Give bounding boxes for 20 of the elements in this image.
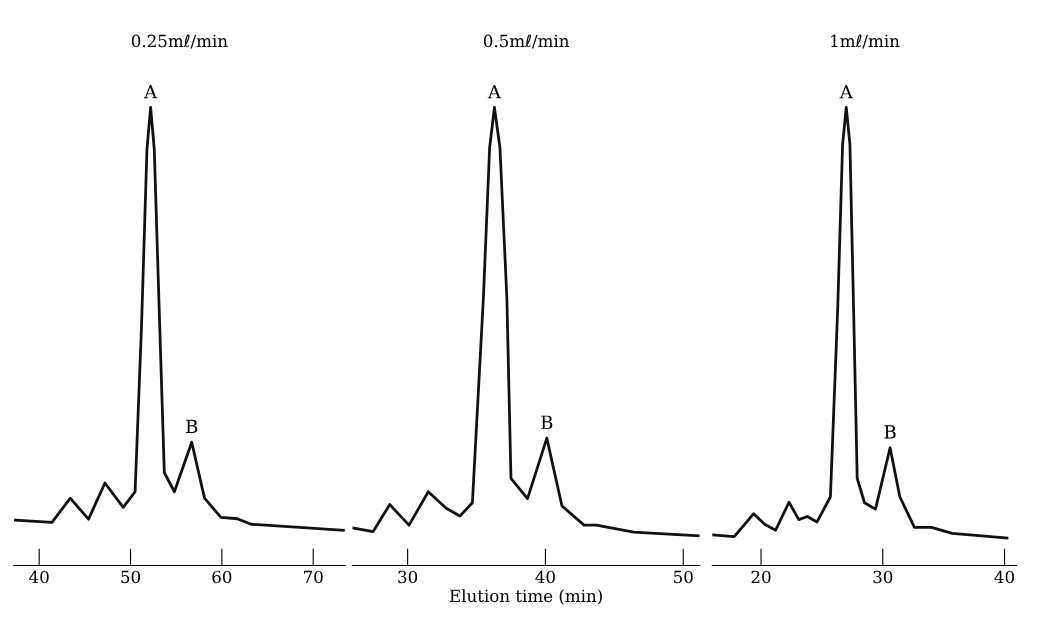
annotation: A	[839, 85, 853, 99]
annotation: A	[487, 85, 502, 99]
x-tick-label: 40	[994, 570, 1015, 584]
chart-title: 0.5mℓ/min	[483, 34, 570, 49]
chart-title: 0.25mℓ/min	[131, 34, 228, 49]
annotation: A	[143, 85, 158, 99]
annotation: B	[884, 425, 896, 439]
annotation: B	[541, 415, 553, 429]
x-tick-label: 20	[751, 570, 771, 584]
x-tick-label: 60	[212, 570, 232, 584]
x-tick-label: 50	[121, 570, 141, 584]
annotation: B	[186, 419, 198, 433]
x-tick-label: 70	[304, 570, 323, 584]
chart-title: 1mℓ/min	[831, 34, 900, 49]
x-tick-label: 40	[535, 570, 555, 584]
x-tick-label: 30	[873, 570, 893, 584]
x-axis-title: Elution time (min)	[449, 589, 602, 605]
x-tick-label: 30	[398, 570, 418, 584]
x-tick-label: 40	[29, 570, 49, 584]
x-tick-label: 50	[674, 570, 693, 584]
